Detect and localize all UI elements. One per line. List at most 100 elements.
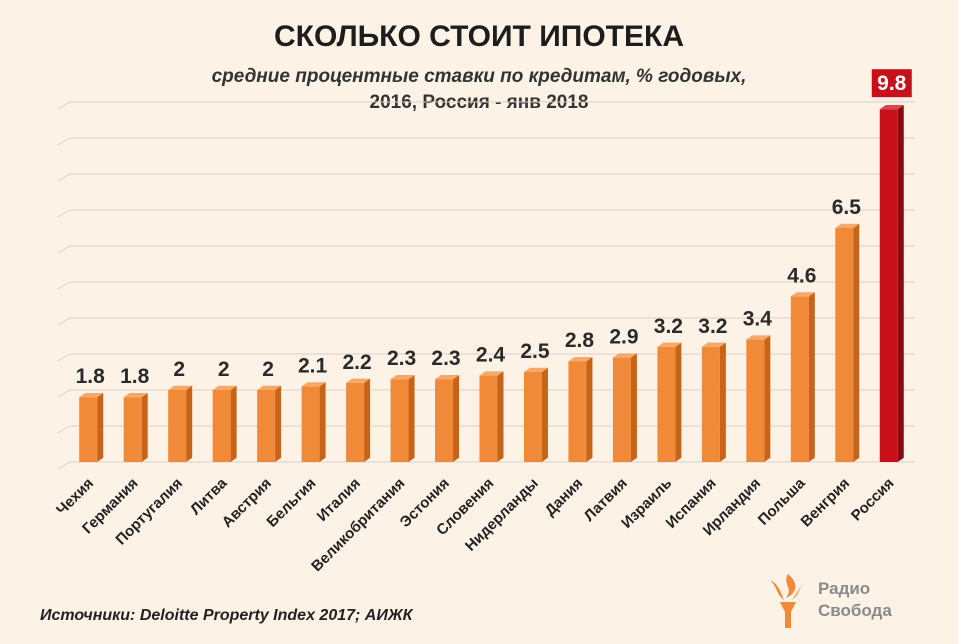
source-note: Источники: Deloitte Property Index 2017;…	[40, 607, 413, 624]
value-label: 2.3	[387, 347, 416, 370]
value-label: 2	[262, 358, 274, 381]
bar-side	[97, 393, 104, 462]
bar-side	[630, 353, 637, 462]
bar	[746, 339, 765, 462]
radio-svoboda-logo: Радио Свобода	[760, 570, 920, 630]
category-label: Чехия	[53, 475, 97, 519]
gridline-diag	[57, 245, 71, 254]
bar-side	[364, 378, 371, 462]
gridline-diag	[57, 281, 71, 290]
gridline-diag	[57, 209, 71, 218]
bar-side	[897, 105, 904, 462]
bar-side	[275, 385, 282, 462]
gridline-diag	[57, 461, 71, 470]
gridline-diag	[57, 317, 71, 326]
bar-side	[853, 223, 860, 462]
gridline-diag	[57, 425, 71, 434]
bar-side	[541, 367, 548, 462]
gridline-diag	[57, 137, 71, 146]
bar-top	[123, 393, 148, 398]
bar-side	[230, 385, 237, 462]
bar-side	[408, 375, 415, 462]
value-label: 9.8	[877, 72, 907, 95]
value-label: 2.8	[565, 329, 595, 352]
value-label: 3.4	[743, 308, 773, 331]
bar	[79, 397, 98, 462]
bar	[390, 379, 409, 462]
bar-side	[808, 292, 815, 462]
bar	[790, 296, 809, 462]
bar-top	[168, 385, 193, 390]
bar-side	[186, 385, 193, 462]
gridline-diag	[57, 353, 71, 362]
bar	[835, 228, 854, 462]
value-label: 2.3	[431, 347, 460, 370]
value-label: 2.1	[298, 354, 328, 377]
bar	[346, 382, 365, 462]
bar-top	[879, 105, 904, 110]
bar-top	[301, 382, 326, 387]
bar-top	[746, 335, 771, 340]
bar	[123, 397, 142, 462]
bar-top	[568, 357, 593, 362]
value-label: 4.6	[787, 264, 816, 287]
value-label-box	[871, 69, 912, 98]
bar-top	[790, 292, 815, 297]
bar-side	[319, 382, 326, 462]
bar	[701, 346, 720, 462]
gridline-diag	[57, 101, 71, 110]
bar-side	[586, 357, 593, 462]
bar	[168, 390, 187, 462]
bar-top	[435, 375, 460, 380]
value-label: 3.2	[698, 315, 727, 338]
bar-top	[523, 367, 548, 372]
bar	[435, 379, 454, 462]
bar	[479, 375, 498, 462]
torch-icon	[770, 574, 806, 628]
bar-top	[835, 223, 860, 228]
category-label: Бельгия	[263, 475, 319, 531]
bar	[301, 386, 320, 462]
chart-title: СКОЛЬКО СТОИТ ИПОТЕКА	[274, 20, 684, 53]
logo-line2: Свобода	[818, 601, 892, 620]
category-label: Венгрия	[798, 475, 854, 531]
bar-side	[764, 335, 771, 462]
gridline-diag	[57, 173, 71, 182]
bar-top	[701, 342, 726, 347]
bar-top	[479, 371, 504, 376]
value-label: 1.8	[120, 365, 150, 388]
gridline-diag	[57, 389, 71, 398]
value-label: 2.5	[520, 340, 550, 363]
bar-side	[719, 342, 726, 462]
bar-side	[497, 371, 504, 462]
bar-top	[657, 342, 682, 347]
value-label: 1.8	[76, 365, 106, 388]
value-label: 6.5	[832, 196, 862, 219]
bar	[212, 390, 231, 462]
bar	[568, 361, 587, 462]
bar-side	[141, 393, 148, 462]
bar-top	[390, 375, 415, 380]
bar	[612, 357, 631, 462]
bar-side	[453, 375, 460, 462]
logo-line1: Радио	[818, 579, 871, 598]
category-label: Литва	[187, 474, 231, 518]
bar-side	[675, 342, 682, 462]
category-label: Россия	[848, 475, 898, 525]
bar-top	[79, 393, 104, 398]
value-label: 2	[218, 358, 230, 381]
value-label: 2.2	[342, 351, 371, 374]
bar	[257, 390, 276, 462]
value-label: 2	[173, 358, 185, 381]
bar	[523, 372, 542, 462]
value-label: 2.4	[476, 344, 506, 367]
bar	[657, 346, 676, 462]
bar-top	[212, 385, 237, 390]
bar-top	[346, 378, 371, 383]
value-label: 3.2	[654, 315, 683, 338]
value-label: 2.9	[609, 326, 638, 349]
chart-subtitle-line1: средние процентные ставки по кредитам, %…	[211, 66, 747, 87]
bar-top	[612, 353, 637, 358]
